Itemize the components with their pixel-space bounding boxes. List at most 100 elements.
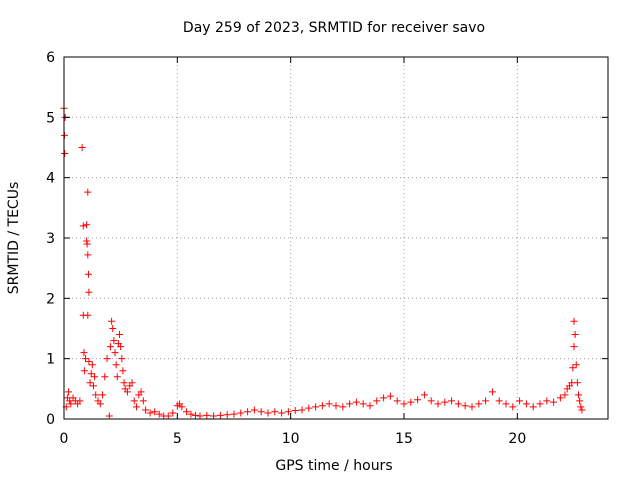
data-point xyxy=(116,331,124,339)
data-point xyxy=(108,317,116,325)
data-point xyxy=(237,409,245,417)
data-point xyxy=(109,325,117,332)
data-point xyxy=(67,400,75,408)
data-point xyxy=(529,403,537,411)
y-tick-label: 5 xyxy=(46,110,55,126)
data-point xyxy=(139,397,147,405)
data-point xyxy=(575,391,583,399)
data-point xyxy=(101,373,109,381)
data-point xyxy=(84,270,92,278)
data-point xyxy=(318,402,326,410)
data-point xyxy=(339,403,347,411)
data-point xyxy=(572,361,580,369)
data-point xyxy=(182,408,190,416)
data-point xyxy=(83,221,91,229)
data-point xyxy=(65,388,73,396)
data-point xyxy=(536,400,544,408)
data-point xyxy=(118,355,126,363)
data-point xyxy=(83,240,91,248)
data-point xyxy=(210,412,218,420)
x-tick-label: 20 xyxy=(508,431,526,447)
axis-ticks xyxy=(63,56,608,420)
data-point xyxy=(352,398,360,406)
data-point xyxy=(366,402,374,410)
data-point xyxy=(516,397,524,405)
data-point xyxy=(88,361,96,369)
data-point xyxy=(155,410,163,418)
data-point xyxy=(244,408,252,416)
x-tick-labels: 0 5 10 15 20 xyxy=(60,431,527,447)
data-point xyxy=(230,410,238,418)
x-tick-label: 10 xyxy=(282,431,300,447)
data-point xyxy=(133,403,141,411)
data-point xyxy=(76,397,84,405)
data-point xyxy=(84,188,92,196)
data-point xyxy=(346,400,354,408)
data-point xyxy=(79,222,87,230)
data-point xyxy=(216,411,224,419)
data-point xyxy=(400,400,408,408)
data-point xyxy=(99,391,107,399)
data-point xyxy=(80,367,88,375)
x-tick-label: 5 xyxy=(173,431,182,447)
y-tick-label: 0 xyxy=(46,412,55,428)
y-tick-label: 3 xyxy=(46,231,55,247)
data-point xyxy=(178,403,186,411)
data-point xyxy=(556,394,564,402)
data-point xyxy=(146,409,154,417)
data-point xyxy=(298,406,306,414)
data-point xyxy=(577,403,585,411)
data-point xyxy=(61,150,69,158)
data-point xyxy=(359,400,367,408)
data-point xyxy=(393,397,401,405)
data-point xyxy=(112,361,120,369)
data-point xyxy=(325,400,333,408)
data-point xyxy=(142,406,150,414)
data-point xyxy=(570,317,578,325)
data-point xyxy=(187,410,195,418)
data-point xyxy=(407,398,415,406)
data-point xyxy=(105,412,113,420)
data-point xyxy=(278,409,286,417)
data-point xyxy=(92,391,100,399)
data-point xyxy=(84,311,92,319)
data-point xyxy=(203,411,211,419)
data-point xyxy=(475,400,483,408)
data-point xyxy=(578,406,586,414)
data-points xyxy=(60,104,586,420)
data-point xyxy=(284,408,292,416)
data-point xyxy=(386,392,394,400)
data-point xyxy=(113,373,121,381)
chart-title: Day 259 of 2023, SRMTID for receiver sav… xyxy=(183,20,485,36)
data-point xyxy=(123,388,131,396)
x-axis-label: GPS time / hours xyxy=(275,458,392,474)
data-point xyxy=(482,397,490,405)
data-point xyxy=(434,400,442,408)
data-point xyxy=(91,373,99,381)
data-point xyxy=(543,397,551,405)
data-point xyxy=(120,379,128,387)
data-point xyxy=(111,349,119,357)
y-tick-label: 2 xyxy=(46,291,55,307)
y-tick-label: 1 xyxy=(46,352,55,368)
y-axis-label: SRMTID / TECUs xyxy=(6,182,22,295)
data-point xyxy=(569,364,577,372)
x-tick-label: 15 xyxy=(395,431,413,447)
y-tick-label: 6 xyxy=(46,50,55,66)
data-point xyxy=(427,397,435,405)
data-point xyxy=(80,349,88,357)
grid xyxy=(64,57,608,419)
data-point xyxy=(420,391,428,399)
y-tick-label: 4 xyxy=(46,171,55,187)
data-point xyxy=(257,408,265,416)
data-point xyxy=(571,331,579,339)
data-point xyxy=(454,400,462,408)
data-point xyxy=(522,400,530,408)
data-point xyxy=(468,403,476,411)
data-point xyxy=(117,343,125,351)
data-point xyxy=(550,398,558,406)
data-point xyxy=(85,358,93,366)
data-point xyxy=(509,403,517,411)
data-point xyxy=(96,400,104,408)
